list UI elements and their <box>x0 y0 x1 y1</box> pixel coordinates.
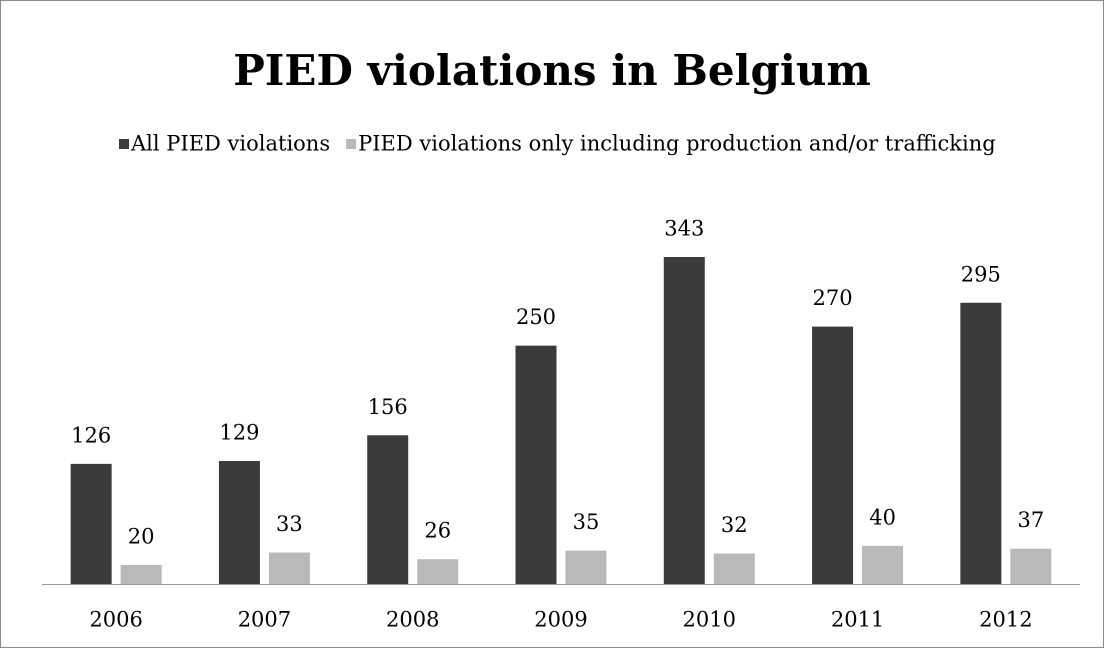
bar <box>862 545 904 584</box>
bar <box>120 564 162 584</box>
data-label: 270 <box>813 286 853 310</box>
data-label: 40 <box>869 505 896 529</box>
data-label: 33 <box>276 512 303 536</box>
data-label: 250 <box>516 305 556 329</box>
x-tick-label: 2012 <box>979 608 1032 632</box>
data-label: 156 <box>368 395 408 419</box>
bar <box>663 257 705 584</box>
x-tick-label: 2007 <box>238 608 291 632</box>
x-tick-label: 2011 <box>831 608 884 632</box>
data-label: 295 <box>961 262 1001 286</box>
bar <box>218 461 260 584</box>
legend-label: All PIED violations <box>130 132 330 156</box>
data-label: 20 <box>128 524 155 548</box>
data-label: 37 <box>1017 508 1044 532</box>
data-label: 126 <box>71 423 111 447</box>
x-tick-label: 2008 <box>386 608 439 632</box>
bar <box>960 302 1002 584</box>
legend-label: PIED violations only including productio… <box>358 132 996 156</box>
data-label: 129 <box>219 421 259 445</box>
legend-swatch <box>119 139 129 149</box>
bar <box>812 326 854 584</box>
data-label: 26 <box>424 519 451 543</box>
legend-swatch <box>346 139 357 149</box>
bar <box>565 550 607 584</box>
bar <box>515 345 557 584</box>
x-tick-label: 2009 <box>534 608 587 632</box>
bar <box>268 552 310 584</box>
data-label: 343 <box>664 217 704 241</box>
bar <box>713 553 755 584</box>
bar <box>417 559 459 584</box>
x-tick-label: 2010 <box>683 608 736 632</box>
chart-title: PIED violations in Belgium <box>233 46 871 95</box>
bar <box>70 463 112 584</box>
bar <box>1010 548 1052 584</box>
bar <box>367 435 409 584</box>
data-label: 35 <box>573 510 600 534</box>
x-tick-label: 2006 <box>89 608 142 632</box>
data-label: 32 <box>721 513 748 537</box>
